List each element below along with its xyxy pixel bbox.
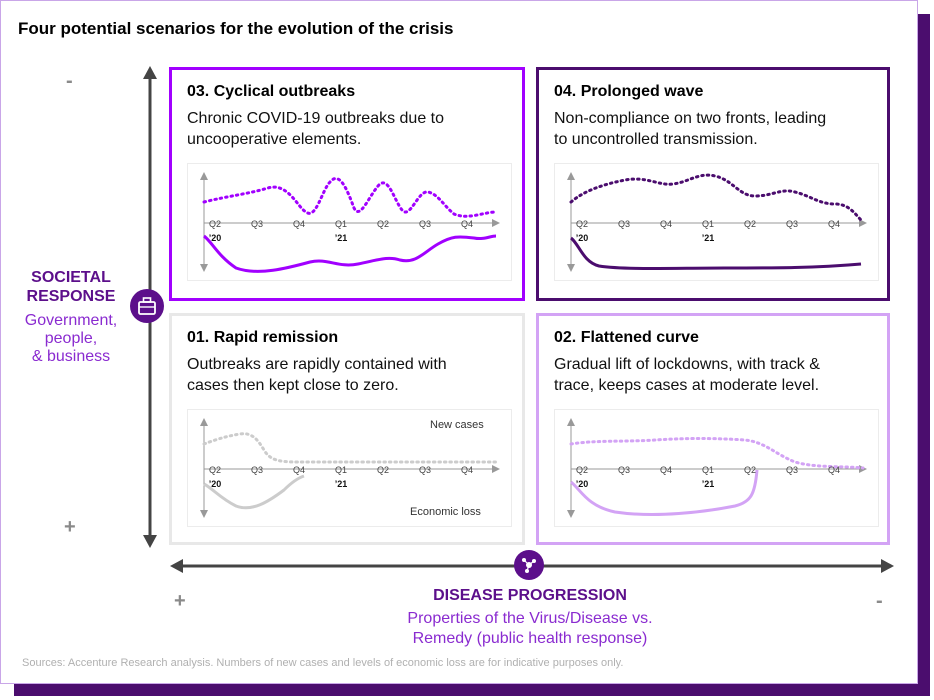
- year-label: ’20: [576, 479, 589, 489]
- tick-label: Q2: [744, 219, 756, 229]
- tick-label: Q2: [209, 465, 221, 475]
- tick-label: Q1: [335, 465, 347, 475]
- y-axis-top-sign: -: [66, 70, 73, 92]
- quadrant-description: Chronic COVID-19 outbreaks due to uncoop…: [187, 108, 517, 150]
- tick-label: Q2: [744, 465, 756, 475]
- quadrant-description-line2: cases then kept close to zero.: [187, 377, 399, 394]
- tick-label: Q4: [828, 219, 840, 229]
- tick-label: Q4: [293, 219, 305, 229]
- y-axis-sublabel: Government, people, & business: [12, 312, 130, 366]
- x-axis-right-sign: -: [876, 590, 883, 612]
- quadrant-description-line1: Gradual lift of lockdowns, with track &: [554, 356, 820, 373]
- tick-label: Q1: [702, 465, 714, 475]
- briefcase-icon: [138, 297, 156, 315]
- quadrant-title: 04. Prolonged wave: [554, 83, 704, 100]
- y-axis-sub-line3: & business: [31, 348, 111, 365]
- tick-label: Q2: [209, 219, 221, 229]
- quadrant-prolonged-wave: 04. Prolonged wave Non-compliance on two…: [536, 67, 890, 301]
- year-label: ’21: [335, 233, 348, 243]
- tick-label: Q3: [419, 465, 431, 475]
- tick-label: Q3: [251, 465, 263, 475]
- virus-icon: [522, 558, 536, 573]
- y-axis-label: SOCIETAL RESPONSE: [12, 268, 130, 306]
- new-cases-label: New cases: [430, 419, 484, 431]
- tick-label: Q3: [786, 219, 798, 229]
- tick-label: Q4: [828, 465, 840, 475]
- tick-label: Q4: [461, 219, 473, 229]
- tick-label: Q2: [576, 465, 588, 475]
- tick-label: Q2: [377, 465, 389, 475]
- x-axis-sublabel: Properties of the Virus/Disease vs. Reme…: [360, 609, 700, 649]
- source-note: Sources: Accenture Research analysis. Nu…: [22, 657, 624, 669]
- year-label: ’20: [576, 233, 589, 243]
- mini-chart-svg: Q2 Q3 Q4 Q1 Q2 Q3 Q4 ’20 ’21: [200, 172, 500, 273]
- quadrant-cyclical-outbreaks: 03. Cyclical outbreaks Chronic COVID-19 …: [169, 67, 525, 301]
- quadrant-description: Outbreaks are rapidly contained with cas…: [187, 354, 517, 396]
- frame-shadow-bottom: [14, 684, 930, 696]
- quadrant-description-line1: Outbreaks are rapidly contained with: [187, 356, 447, 373]
- tick-label: Q1: [335, 219, 347, 229]
- x-axis-sub-line1: Properties of the Virus/Disease vs.: [407, 610, 653, 627]
- quadrant-description-line1: Chronic COVID-19 outbreaks due to: [187, 110, 445, 127]
- quadrant-title: 03. Cyclical outbreaks: [187, 83, 356, 100]
- x-axis-sub-line2: Remedy (public health response): [412, 630, 648, 647]
- tick-label: Q1: [702, 219, 714, 229]
- tick-label: Q3: [786, 465, 798, 475]
- mini-chart: Q2 Q3 Q4 Q1 Q2 Q3 Q4 ’20 ’21: [187, 409, 512, 527]
- x-axis-label: DISEASE PROGRESSION: [433, 587, 627, 604]
- quadrant-description-line2: uncooperative elements.: [187, 131, 362, 148]
- quadrant-description: Non-compliance on two fronts, leading to…: [554, 108, 884, 150]
- y-axis-label-line1: SOCIETAL: [31, 269, 111, 286]
- tick-label: Q4: [660, 219, 672, 229]
- y-axis-sub-line2: people,: [44, 330, 98, 347]
- year-label: ’21: [702, 233, 715, 243]
- frame-shadow-right: [918, 14, 930, 696]
- tick-label: Q3: [618, 465, 630, 475]
- quadrant-title: 01. Rapid remission: [187, 329, 339, 346]
- tick-label: Q3: [618, 219, 630, 229]
- y-axis-bottom-sign: +: [64, 516, 76, 538]
- quadrant-description: Gradual lift of lockdowns, with track & …: [554, 354, 884, 396]
- mini-chart: Q2 Q3 Q4 Q1 Q2 Q3 Q4 ’20 ’21: [187, 163, 512, 281]
- virus-badge: [514, 550, 544, 580]
- page-title: Four potential scenarios for the evoluti…: [18, 19, 454, 38]
- quadrant-flattened-curve: 02. Flattened curve Gradual lift of lock…: [536, 313, 890, 545]
- x-axis-left-sign: +: [174, 590, 186, 612]
- tick-label: Q2: [377, 219, 389, 229]
- tick-label: Q4: [293, 465, 305, 475]
- mini-chart-svg: Q2 Q3 Q4 Q1 Q2 Q3 Q4 ’20 ’21: [567, 172, 867, 272]
- year-label: ’20: [209, 479, 222, 489]
- tick-label: Q4: [660, 465, 672, 475]
- briefcase-badge: [130, 289, 164, 323]
- tick-label: Q3: [419, 219, 431, 229]
- quadrant-title: 02. Flattened curve: [554, 329, 699, 346]
- year-label: ’20: [209, 233, 222, 243]
- year-label: ’21: [335, 479, 348, 489]
- y-axis-label-line2: RESPONSE: [26, 288, 116, 305]
- quadrant-description-line2: to uncontrolled transmission.: [554, 131, 758, 148]
- mini-chart-svg: Q2 Q3 Q4 Q1 Q2 Q3 Q4 ’20 ’21: [200, 418, 500, 518]
- tick-label: Q3: [251, 219, 263, 229]
- tick-label: Q4: [461, 465, 473, 475]
- year-label: ’21: [702, 479, 715, 489]
- mini-chart: Q2 Q3 Q4 Q1 Q2 Q3 Q4 ’20 ’21: [554, 163, 879, 281]
- mini-chart-svg: Q2 Q3 Q4 Q1 Q2 Q3 Q4 ’20 ’21: [567, 418, 867, 518]
- economic-loss-label: Economic loss: [410, 506, 481, 518]
- tick-label: Q2: [576, 219, 588, 229]
- quadrant-description-line2: trace, keeps cases at moderate level.: [554, 377, 820, 394]
- quadrant-description-line1: Non-compliance on two fronts, leading: [554, 110, 827, 127]
- quadrant-rapid-remission: 01. Rapid remission Outbreaks are rapidl…: [169, 313, 525, 545]
- mini-chart: Q2 Q3 Q4 Q1 Q2 Q3 Q4 ’20 ’21: [554, 409, 879, 527]
- y-axis-sub-line1: Government,: [24, 312, 118, 329]
